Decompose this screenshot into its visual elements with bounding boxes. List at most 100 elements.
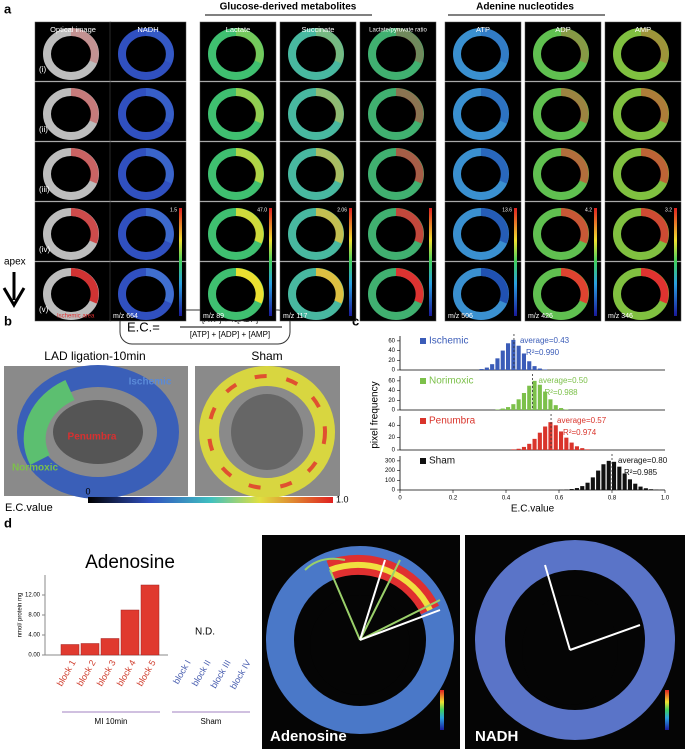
histogram-bar bbox=[532, 366, 537, 370]
histogram-bar bbox=[506, 343, 511, 370]
histogram-bar bbox=[527, 361, 532, 370]
histogram-bar bbox=[585, 449, 590, 450]
tissue-region bbox=[315, 88, 344, 124]
image-title: Sham bbox=[251, 349, 282, 363]
histogram-bar bbox=[537, 432, 542, 450]
colorbar-label: E.C.value bbox=[5, 502, 53, 514]
x-tick-label: 0.8 bbox=[608, 496, 617, 502]
colorbar bbox=[674, 208, 677, 316]
tissue-ring bbox=[208, 28, 264, 80]
colorbar bbox=[429, 208, 432, 316]
histogram-bar bbox=[612, 461, 617, 490]
row-label: (iv) bbox=[39, 245, 50, 254]
group-title: Glucose-derived metabolites bbox=[220, 2, 357, 13]
histogram-bar bbox=[500, 350, 505, 370]
y-axis-label: nmol/ protein mg bbox=[18, 593, 24, 638]
tissue-ring bbox=[533, 88, 589, 140]
mz-label: m/z 117 bbox=[283, 313, 307, 320]
histogram-bar bbox=[511, 449, 516, 450]
colorbar bbox=[665, 690, 669, 730]
tissue-region bbox=[560, 208, 589, 244]
colorbar bbox=[349, 208, 352, 316]
average-label: average=0.57 bbox=[557, 416, 607, 425]
image-label: Adenosine bbox=[270, 728, 347, 745]
histogram-bar bbox=[532, 438, 537, 450]
histogram-bar bbox=[553, 425, 558, 450]
panel-label: b bbox=[4, 313, 12, 328]
x-tick-label: 1.0 bbox=[661, 496, 670, 502]
apex-arrow bbox=[2, 272, 26, 308]
scale-max: 4.2 bbox=[585, 207, 592, 213]
colorbar bbox=[594, 208, 597, 316]
legend-label: Penumbra bbox=[429, 416, 476, 427]
legend-label: Norimoxic bbox=[429, 376, 473, 387]
tissue-region bbox=[235, 208, 264, 244]
average-label: average=0.80 bbox=[618, 456, 668, 465]
tissue-region bbox=[315, 148, 344, 184]
tissue-region bbox=[23, 379, 75, 466]
histogram-bar bbox=[649, 489, 654, 490]
histogram-bar bbox=[521, 393, 526, 410]
histogram-bar bbox=[527, 443, 532, 450]
tissue-region bbox=[640, 148, 669, 184]
scale-max: 47.0 bbox=[257, 207, 267, 213]
tissue-ring bbox=[43, 28, 99, 80]
tissue-lumen bbox=[53, 400, 143, 464]
x-tick-label: 0.4 bbox=[502, 496, 511, 502]
histogram-bar bbox=[569, 442, 574, 450]
tissue-region bbox=[640, 208, 669, 244]
tissue-region bbox=[315, 208, 344, 244]
tissue-region bbox=[480, 148, 509, 184]
tissue-region bbox=[640, 268, 669, 304]
y-tick-label: 0 bbox=[392, 408, 396, 414]
tissue-ring bbox=[118, 88, 174, 140]
tissue-region bbox=[235, 28, 264, 64]
y-tick-label: 0 bbox=[392, 488, 396, 494]
tissue-region bbox=[560, 268, 589, 304]
y-tick-label: 40 bbox=[388, 388, 395, 394]
column-title: Lactate bbox=[226, 25, 251, 34]
tissue-ring bbox=[288, 88, 344, 140]
tissue-region bbox=[145, 268, 174, 304]
tissue-ring bbox=[118, 28, 174, 80]
histogram-bar bbox=[511, 339, 516, 370]
x-tick-label: 0.2 bbox=[449, 496, 458, 502]
tissue-ring bbox=[613, 28, 669, 80]
y-tick-label: 20 bbox=[388, 435, 395, 441]
x-axis-label: E.C.value bbox=[511, 504, 555, 515]
overlay-lines bbox=[304, 557, 441, 641]
row-label: (i) bbox=[39, 65, 46, 74]
histogram-bar bbox=[511, 404, 516, 410]
overlay-lines bbox=[544, 564, 641, 651]
tissue-region bbox=[560, 88, 589, 124]
y-tick-label: 40 bbox=[388, 423, 395, 429]
group-label: MI 10min bbox=[95, 717, 128, 726]
histogram-bar bbox=[627, 479, 632, 490]
tissue-region bbox=[70, 148, 99, 184]
histogram-bar bbox=[638, 486, 643, 490]
tissue-region bbox=[328, 561, 433, 612]
r2-label: R²=0.974 bbox=[563, 428, 597, 437]
tissue-region bbox=[145, 88, 174, 124]
legend-swatch bbox=[420, 338, 426, 344]
histogram-bar bbox=[484, 367, 489, 370]
colorbar-max: 1.0 bbox=[336, 494, 349, 504]
tissue-speckle bbox=[207, 374, 327, 490]
histogram-bar bbox=[495, 358, 500, 370]
y-tick-label: 60 bbox=[388, 338, 395, 344]
tissue-ring bbox=[368, 88, 424, 140]
histogram-bar bbox=[521, 353, 526, 370]
mz-label: m/z 426 bbox=[528, 313, 553, 320]
apex-label: apex bbox=[4, 257, 26, 268]
scale-max: 13.6 bbox=[502, 207, 512, 213]
r2-label: R²=0.985 bbox=[624, 468, 658, 477]
average-label: average=0.50 bbox=[539, 376, 589, 385]
legend-swatch bbox=[420, 418, 426, 424]
x-tick-label: 0.6 bbox=[555, 496, 564, 502]
y-tick-label: 0.00 bbox=[28, 653, 40, 659]
row-label: (v) bbox=[39, 305, 49, 314]
y-tick-label: 40 bbox=[388, 348, 395, 354]
x-tick-label: block 5 bbox=[135, 658, 158, 688]
histogram-bar bbox=[633, 483, 638, 490]
y-axis-label: pixel frequency bbox=[370, 381, 381, 448]
